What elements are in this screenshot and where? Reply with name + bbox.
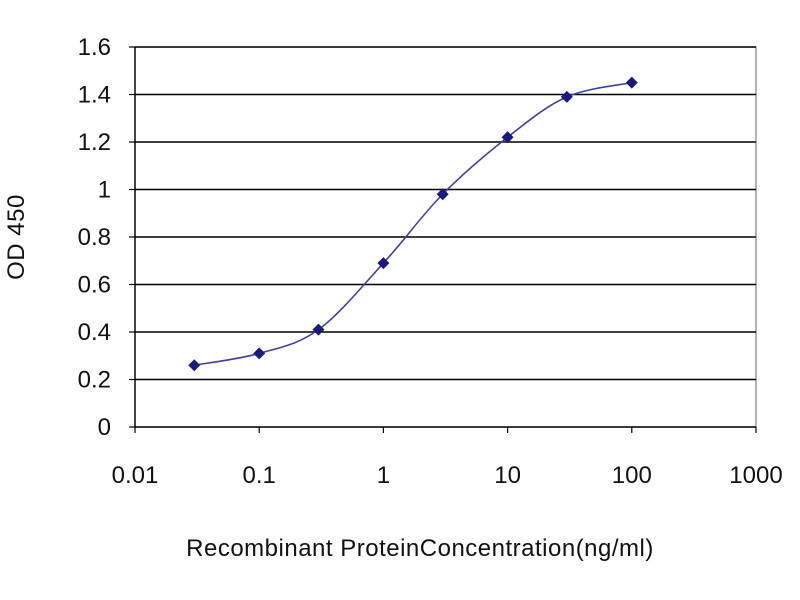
data-point	[253, 347, 266, 360]
series	[188, 76, 638, 372]
series-line	[194, 81, 632, 367]
y-tick-label: 0	[98, 414, 111, 441]
x-tick-label: 0.1	[243, 462, 276, 489]
data-point	[436, 188, 449, 201]
y-tick-label: 1	[98, 177, 111, 204]
x-axis-title: Recombinant ProteinConcentration(ng/ml)	[186, 535, 654, 562]
x-tick-label: 100	[612, 462, 652, 489]
x-tick-label: 1	[377, 462, 390, 489]
y-tick-label: 1.6	[78, 34, 111, 61]
y-tick-label: 1.2	[78, 129, 111, 156]
y-tick-label: 0.8	[78, 224, 111, 251]
x-axis-ticks: 0.01 0.1 1 10 100 1000	[112, 426, 783, 489]
gridlines	[135, 46, 756, 381]
data-point	[560, 90, 573, 103]
x-tick-label: 0.01	[112, 462, 159, 489]
y-tick-label: 0.6	[78, 272, 111, 299]
y-tick-label: 0.4	[78, 319, 111, 346]
data-point	[377, 257, 390, 270]
data-point	[188, 359, 201, 372]
y-tick-label: 1.4	[78, 82, 111, 109]
data-point	[625, 76, 638, 89]
data-point	[312, 323, 325, 336]
data-point	[501, 131, 514, 144]
x-tick-label: 1000	[729, 462, 782, 489]
y-tick-label: 0.2	[78, 367, 111, 394]
x-tick-label: 10	[494, 462, 521, 489]
y-axis-ticks: 0 0.2 0.4 0.6 0.8 1 1.2 1.4 1.6	[78, 34, 136, 441]
y-axis-title: OD 450	[3, 194, 30, 280]
